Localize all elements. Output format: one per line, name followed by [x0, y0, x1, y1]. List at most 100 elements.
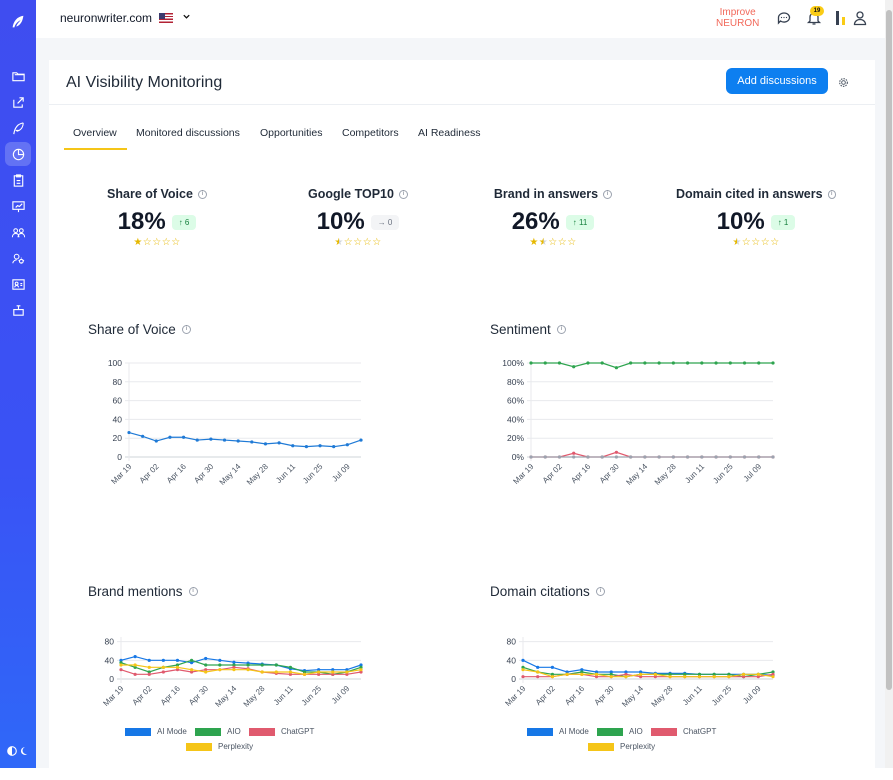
sidebar-item-projects[interactable]: [5, 64, 31, 88]
legend-label: AI Mode: [559, 727, 589, 736]
data-point: [565, 670, 569, 674]
data-point: [232, 660, 236, 664]
domain-citations-chart: 0 40 80 Mar 19 Apr 02 Apr 16 Apr 30 May 14 May 2…: [503, 637, 775, 709]
star-icon: ☆: [372, 237, 382, 248]
legend-swatch: [597, 727, 623, 736]
legend-item-aio[interactable]: AIO: [195, 727, 241, 736]
sidebar-item-tasks[interactable]: [5, 168, 31, 192]
pie-chart-icon: [12, 148, 24, 160]
data-point: [359, 670, 363, 674]
data-point: [742, 455, 747, 459]
sidebar-item-integrations[interactable]: [5, 298, 31, 322]
info-icon[interactable]: i: [197, 189, 207, 199]
page-scrollbar[interactable]: [885, 0, 893, 768]
star-icon: ★: [529, 237, 539, 248]
data-point: [274, 663, 278, 667]
data-point: [550, 672, 555, 676]
gear-icon[interactable]: [838, 75, 849, 87]
data-point: [683, 672, 687, 676]
sidebar-item-reports[interactable]: [5, 194, 31, 218]
star-icon: ☆: [548, 237, 558, 248]
improve-neuron-link[interactable]: Improve NEURON: [716, 7, 759, 29]
sidebar-item-writer[interactable]: [5, 116, 31, 140]
tab-overview[interactable]: Overview: [73, 127, 117, 139]
tab-competitors[interactable]: Competitors: [342, 127, 399, 139]
project-selector[interactable]: neuronwriter.com: [60, 11, 191, 25]
chat-icon[interactable]: [776, 10, 792, 26]
sidebar-item-settings[interactable]: [5, 246, 31, 270]
star-icon: ★: [133, 237, 143, 248]
y-tick-label: 40: [113, 414, 123, 424]
info-icon[interactable]: i: [595, 587, 605, 596]
data-point: [175, 663, 180, 667]
project-name: neuronwriter.com: [60, 11, 153, 25]
data-point: [332, 445, 336, 449]
data-point: [218, 668, 222, 672]
data-point: [204, 670, 208, 674]
x-tick-label: Mar 19: [101, 684, 125, 708]
data-point: [671, 361, 675, 365]
x-tick-label: Apr 02: [131, 684, 154, 707]
series-line: [522, 669, 774, 678]
legend-item-perplexity[interactable]: Perplexity: [588, 742, 655, 751]
info-icon[interactable]: i: [181, 325, 191, 334]
sidebar-item-account[interactable]: [5, 272, 31, 296]
x-tick-label: Apr 30: [593, 684, 616, 707]
main-card: AI Visibility Monitoring Add discussions…: [49, 60, 875, 780]
data-point: [728, 361, 732, 365]
tab-opportunities[interactable]: Opportunities: [260, 127, 323, 139]
data-point: [624, 675, 628, 679]
kpi-title-text: Google TOP10: [308, 187, 394, 201]
sidebar-item-team[interactable]: [5, 220, 31, 244]
legend-item-ai-mode[interactable]: AI Mode: [527, 727, 589, 736]
add-discussions-button[interactable]: Add discussions: [726, 68, 828, 94]
feather-icon[interactable]: [9, 13, 27, 31]
series-line: [121, 664, 362, 675]
data-point: [771, 675, 775, 679]
scrollbar-thumb[interactable]: [886, 10, 892, 690]
x-tick-label: Jun 11: [272, 684, 295, 707]
info-icon[interactable]: i: [603, 189, 613, 199]
x-tick-label: Apr 16: [159, 684, 182, 707]
data-point: [643, 455, 647, 459]
chart-title-domain-citations: Domain citations i: [490, 584, 605, 599]
data-point: [317, 668, 321, 672]
kpi-delta-badge: ↑ 6: [171, 214, 197, 230]
legend-item-chatgpt[interactable]: ChatGPT: [249, 727, 314, 736]
info-icon[interactable]: i: [827, 189, 836, 199]
kpi-value: 10%: [716, 208, 765, 235]
data-point: [133, 665, 137, 669]
kpi-title: Domain cited in answers i: [676, 187, 836, 201]
legend-item-aio[interactable]: AIO: [597, 727, 643, 736]
legend-item-chatgpt[interactable]: ChatGPT: [651, 727, 716, 736]
kpi-title-text: Domain cited in answers: [676, 187, 823, 201]
data-point: [236, 439, 240, 443]
x-tick-label: May 28: [245, 462, 270, 487]
info-icon[interactable]: i: [398, 189, 408, 199]
data-point: [222, 438, 227, 442]
data-point: [141, 434, 145, 438]
x-tick-label: Jun 25: [301, 462, 325, 486]
info-icon[interactable]: i: [556, 325, 566, 334]
sidebar-item-ai-visibility[interactable]: [5, 142, 31, 166]
sidebar-item-share[interactable]: [5, 90, 31, 114]
chart-title-text: Brand mentions: [88, 584, 183, 599]
data-point: [757, 361, 761, 365]
data-point: [302, 670, 307, 674]
theme-toggle-icon[interactable]: [4, 744, 32, 758]
tab-monitored-discussions[interactable]: Monitored discussions: [136, 127, 240, 139]
y-tick-label: 80%: [507, 377, 524, 387]
data-point: [359, 668, 363, 672]
info-icon[interactable]: i: [188, 587, 198, 596]
tab-ai-readiness[interactable]: AI Readiness: [418, 127, 481, 139]
header-divider: [49, 104, 875, 105]
apps-icon[interactable]: [833, 10, 849, 26]
data-point: [119, 661, 123, 665]
data-point: [189, 668, 194, 672]
x-tick-label: Apr 16: [165, 462, 188, 485]
legend-item-ai-mode[interactable]: AI Mode: [125, 727, 187, 736]
legend-item-perplexity[interactable]: Perplexity: [186, 742, 253, 751]
user-icon[interactable]: [852, 10, 868, 26]
data-point: [291, 444, 295, 448]
